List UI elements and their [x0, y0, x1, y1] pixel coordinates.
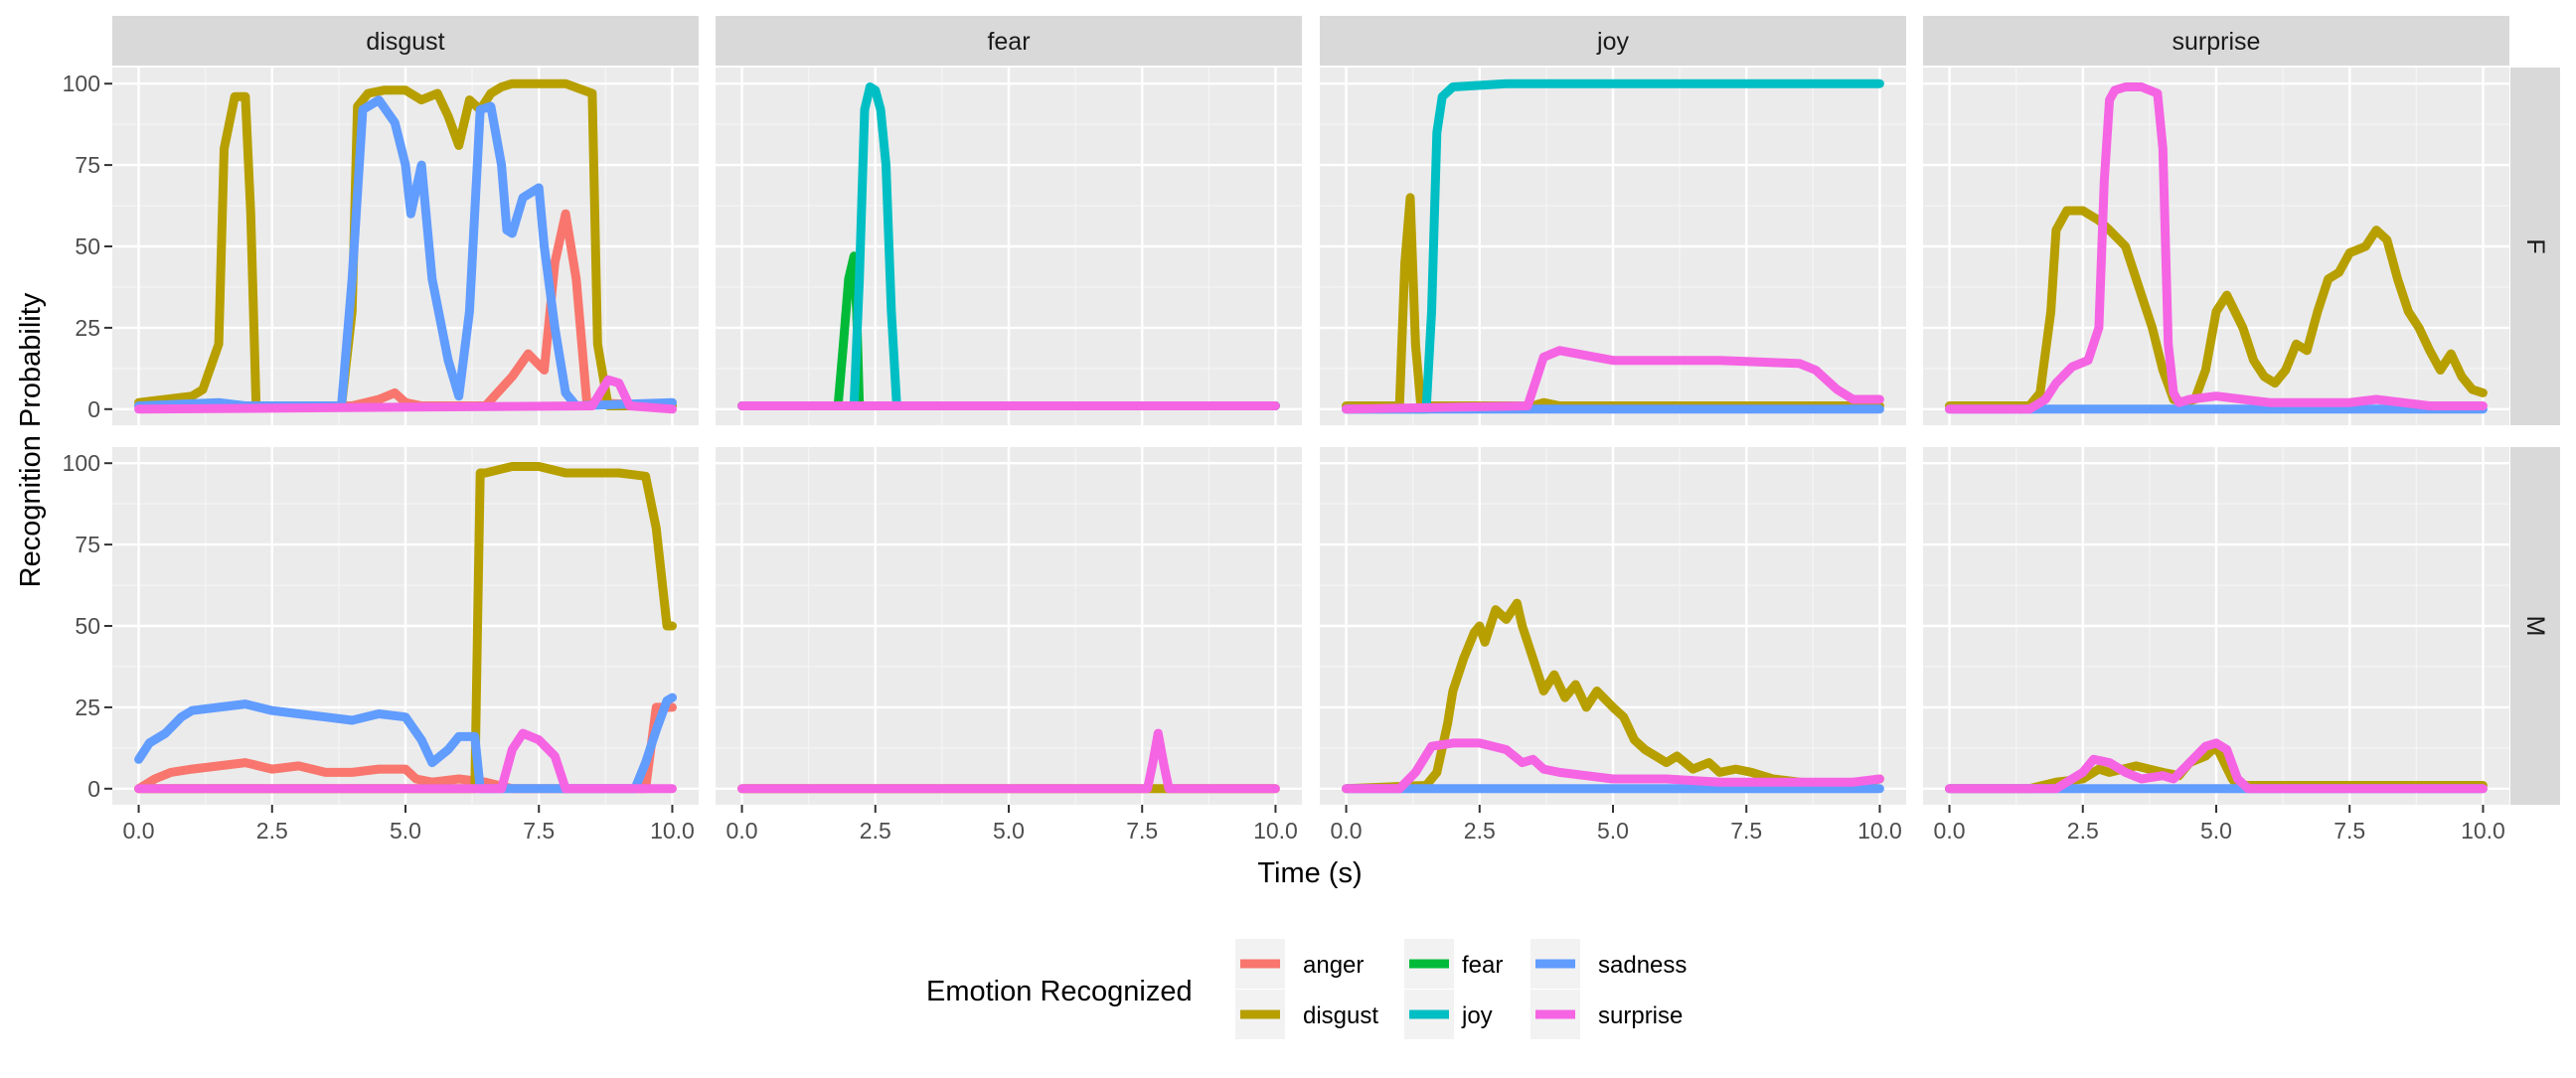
y-axis-title: Recognition Probability	[15, 292, 47, 587]
y-tick-label: 25	[75, 315, 100, 341]
y-tick-label: 25	[75, 694, 100, 720]
x-tick-label: 7.5	[2334, 818, 2365, 844]
x-tick-label: 2.5	[256, 818, 288, 844]
x-tick-label: 2.5	[1464, 818, 1496, 844]
y-tick-label: 50	[75, 233, 100, 259]
strip-background	[716, 16, 1302, 66]
x-tick-label: 7.5	[1126, 818, 1158, 844]
legend-label: disgust	[1303, 1002, 1378, 1029]
facet-strip-F: F	[2510, 68, 2560, 425]
x-tick-label: 0.0	[1331, 818, 1363, 844]
axes-layer: 0 25 50 75 100 0 25 50 75 100 0.0 2.5 5.0 7.5 10.0 0.0 2…	[63, 71, 2505, 844]
series-line-anger	[134, 209, 677, 410]
facet-strip-M: M	[2510, 447, 2560, 805]
facet-label: disgust	[366, 28, 444, 56]
strips-layer: disgust fear joy surprise F M	[112, 16, 2560, 805]
series-line-surprise	[1945, 738, 2488, 794]
y-tick-label: 100	[63, 450, 100, 476]
series-line-surprise	[1342, 346, 1884, 414]
x-tick-label: 10.0	[1857, 818, 1902, 844]
series-line-surprise	[134, 728, 677, 794]
panel-disgust-F	[112, 68, 699, 425]
series-group-disgust-F	[134, 78, 677, 414]
facet-strip-surprise: surprise	[1923, 16, 2509, 66]
strip-background	[1923, 16, 2509, 66]
strip-background	[112, 16, 699, 66]
facet-strip-joy: joy	[1320, 16, 1906, 66]
series-group-fear-F	[737, 82, 1280, 410]
legend-item-anger: anger	[1235, 939, 1364, 989]
series-line-surprise	[1342, 738, 1884, 794]
y-tick-label: 75	[75, 152, 100, 178]
series-line-sadness	[134, 95, 677, 410]
legend-item-joy: joy	[1404, 990, 1493, 1039]
x-tick-label: 0.0	[123, 818, 155, 844]
legend-label: joy	[1461, 1002, 1493, 1029]
x-tick-label: 10.0	[650, 818, 695, 844]
legend-label: surprise	[1598, 1002, 1683, 1029]
series-group-fear-M	[737, 728, 1280, 794]
legend: Emotion Recognized anger disgust fear joy sa…	[926, 939, 1687, 1039]
facet-label: joy	[1596, 28, 1629, 56]
legend-label: anger	[1303, 952, 1364, 979]
series-line-disgust	[134, 78, 677, 410]
legend-label: fear	[1462, 952, 1503, 979]
x-tick-label: 10.0	[1253, 818, 1298, 844]
series-line-disgust	[134, 462, 677, 794]
x-tick-label: 0.0	[726, 818, 758, 844]
legend-item-disgust: disgust	[1235, 990, 1378, 1039]
x-axis-title: Time (s)	[1257, 857, 1362, 889]
x-tick-label: 0.0	[1934, 818, 1966, 844]
series-line-joy	[1342, 78, 1884, 414]
legend-item-fear: fear	[1404, 939, 1503, 989]
facet-label: surprise	[2173, 28, 2261, 56]
y-tick-label: 100	[63, 71, 100, 96]
x-tick-label: 5.0	[2200, 818, 2232, 844]
x-tick-label: 5.0	[390, 818, 421, 844]
panels-layer	[112, 68, 2509, 805]
strip-background	[1320, 16, 1906, 66]
series-group-surprise-M	[1945, 738, 2488, 794]
facet-label: M	[2521, 616, 2549, 637]
series-line-joy	[737, 82, 1280, 410]
strip-background	[2510, 447, 2560, 805]
x-tick-label: 2.5	[2067, 818, 2099, 844]
y-tick-label: 0	[87, 396, 100, 422]
strip-background	[2510, 68, 2560, 425]
panel-surprise-F	[1923, 68, 2509, 425]
panel-disgust-M	[112, 447, 699, 805]
panel-joy-M	[1320, 447, 1906, 805]
y-tick-label: 75	[75, 532, 100, 557]
legend-item-surprise: surprise	[1530, 990, 1683, 1039]
panel-fear-F	[716, 68, 1302, 425]
series-group-disgust-M	[134, 462, 677, 794]
x-tick-label: 5.0	[993, 818, 1025, 844]
panel-fear-M	[716, 447, 1302, 805]
x-tick-label: 5.0	[1597, 818, 1629, 844]
series-group-joy-M	[1342, 598, 1884, 794]
series-group-joy-F	[1342, 78, 1884, 414]
y-tick-label: 0	[87, 776, 100, 802]
series-line-surprise	[134, 375, 677, 414]
x-tick-label: 2.5	[860, 818, 891, 844]
facet-strip-disgust: disgust	[112, 16, 699, 66]
series-line-surprise	[1945, 82, 2488, 414]
series-group-surprise-F	[1945, 82, 2488, 414]
x-tick-label: 10.0	[2461, 818, 2505, 844]
legend-item-sadness: sadness	[1530, 939, 1687, 989]
facet-label: fear	[987, 28, 1030, 56]
x-tick-label: 7.5	[1730, 818, 1762, 844]
facet-strip-fear: fear	[716, 16, 1302, 66]
y-tick-label: 50	[75, 613, 100, 639]
facet-label: F	[2521, 238, 2549, 253]
series-line-disgust	[1945, 206, 2488, 410]
legend-label: sadness	[1598, 952, 1687, 979]
series-line-disgust	[1342, 598, 1884, 794]
series-line-surprise	[737, 728, 1280, 794]
legend-title: Emotion Recognized	[926, 976, 1193, 1007]
x-tick-label: 7.5	[523, 818, 555, 844]
